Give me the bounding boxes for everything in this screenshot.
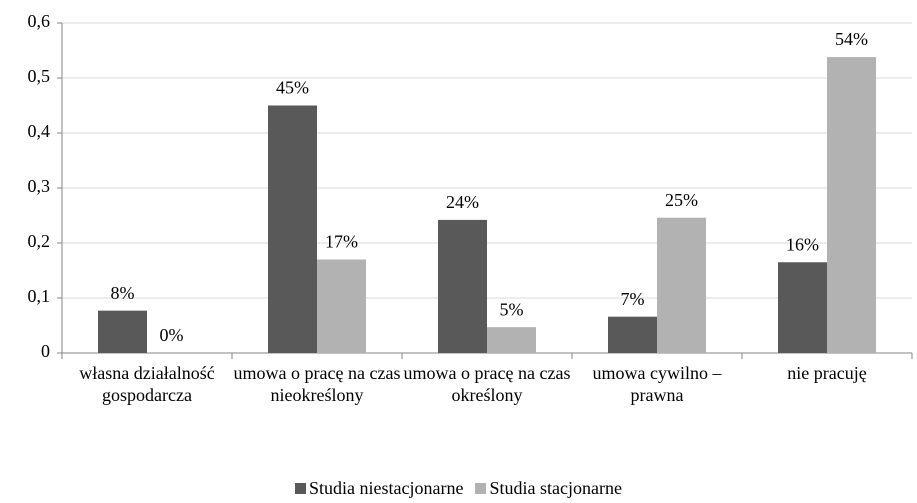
data-label: 17% [325, 232, 358, 252]
bar [268, 105, 317, 353]
bar [657, 217, 706, 353]
y-tick-label: 0 [41, 341, 50, 361]
x-tick-label: umowa o pracę na czas określony [403, 363, 571, 405]
data-label: 45% [276, 78, 309, 98]
bar [487, 327, 536, 353]
data-label: 54% [835, 29, 868, 49]
bar [778, 262, 827, 353]
data-label: 7% [621, 289, 645, 309]
data-label: 25% [665, 190, 698, 210]
legend-label: Studia stacjonarne [489, 478, 622, 498]
data-label: 5% [500, 299, 524, 319]
data-label: 24% [446, 192, 479, 212]
legend-swatch [475, 483, 487, 494]
data-label: 8% [111, 283, 135, 303]
x-tick-label: nie pracuję [787, 363, 867, 383]
legend-swatch [295, 483, 307, 494]
x-tick-label: umowa o pracę na czas nieokreślony [233, 363, 401, 405]
data-label: 16% [786, 234, 819, 254]
bar [608, 316, 657, 353]
y-tick-label: 0,1 [28, 286, 51, 306]
bar [98, 310, 147, 353]
y-tick-label: 0,2 [28, 231, 51, 251]
legend-item: Studia stacjonarne [475, 478, 622, 499]
y-tick-label: 0,3 [28, 176, 51, 196]
legend: Studia niestacjonarne Studia stacjonarne [0, 478, 917, 499]
data-label: 0% [160, 325, 184, 345]
x-tick-label: własna działalność gospodarcza [79, 363, 215, 405]
y-tick-label: 0,6 [28, 11, 51, 31]
legend-label: Studia niestacjonarne [309, 478, 464, 498]
bar [827, 57, 876, 353]
x-tick-label: umowa cywilno – prawna [592, 363, 722, 405]
y-tick-label: 0,4 [28, 121, 51, 141]
bar [317, 259, 366, 353]
bar [438, 219, 487, 353]
legend-item: Studia niestacjonarne [295, 478, 463, 499]
y-tick-label: 0,5 [28, 66, 51, 86]
